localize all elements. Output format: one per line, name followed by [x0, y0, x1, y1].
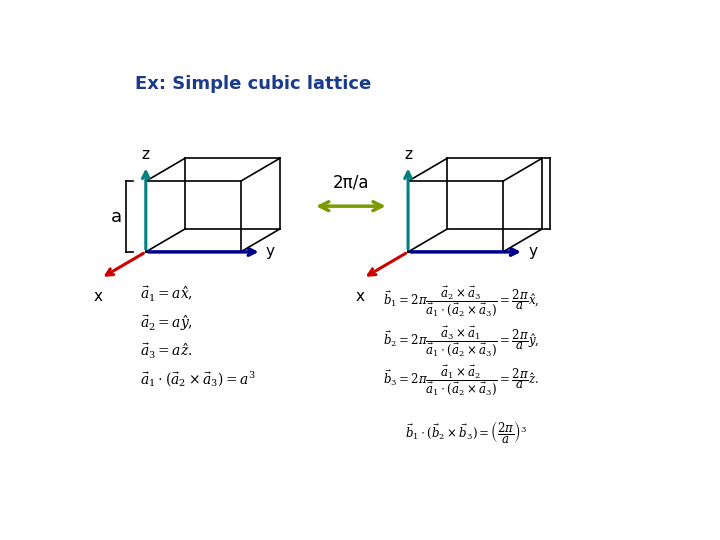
- Text: $\vec{b}_1 \cdot (\vec{b}_2 \times \vec{b}_3) = \left(\dfrac{2\pi}{a}\right)^3$: $\vec{b}_1 \cdot (\vec{b}_2 \times \vec{…: [405, 420, 528, 446]
- Text: x: x: [356, 288, 365, 303]
- Text: $\vec{b}_1 = 2\pi \dfrac{\vec{a}_2 \times \vec{a}_3}{\vec{a}_1 \cdot (\vec{a}_2 : $\vec{b}_1 = 2\pi \dfrac{\vec{a}_2 \time…: [383, 285, 539, 319]
- Text: $\vec{b}_3 = 2\pi \dfrac{\vec{a}_1 \times \vec{a}_2}{\vec{a}_1 \cdot (\vec{a}_2 : $\vec{b}_3 = 2\pi \dfrac{\vec{a}_1 \time…: [383, 364, 539, 397]
- Text: y: y: [266, 245, 275, 259]
- Text: 2π/a: 2π/a: [333, 174, 369, 192]
- Text: y: y: [528, 245, 537, 259]
- Text: Ex: Simple cubic lattice: Ex: Simple cubic lattice: [135, 75, 371, 93]
- Text: $\vec{a}_1 = a\hat{x},$: $\vec{a}_1 = a\hat{x},$: [140, 285, 193, 305]
- Text: z: z: [404, 146, 412, 161]
- Text: z: z: [142, 146, 150, 161]
- Text: $\vec{b}_2 = 2\pi \dfrac{\vec{a}_3 \times \vec{a}_1}{\vec{a}_1 \cdot (\vec{a}_2 : $\vec{b}_2 = 2\pi \dfrac{\vec{a}_3 \time…: [383, 325, 539, 358]
- Text: $\vec{a}_2 = a\hat{y},$: $\vec{a}_2 = a\hat{y},$: [140, 313, 193, 333]
- Text: a: a: [111, 207, 122, 226]
- Text: $\vec{a}_3 = a\hat{z}.$: $\vec{a}_3 = a\hat{z}.$: [140, 342, 193, 361]
- Text: x: x: [94, 288, 102, 303]
- Text: $\vec{a}_1 \cdot (\vec{a}_2 \times \vec{a}_3) = a^3$: $\vec{a}_1 \cdot (\vec{a}_2 \times \vec{…: [140, 370, 256, 389]
